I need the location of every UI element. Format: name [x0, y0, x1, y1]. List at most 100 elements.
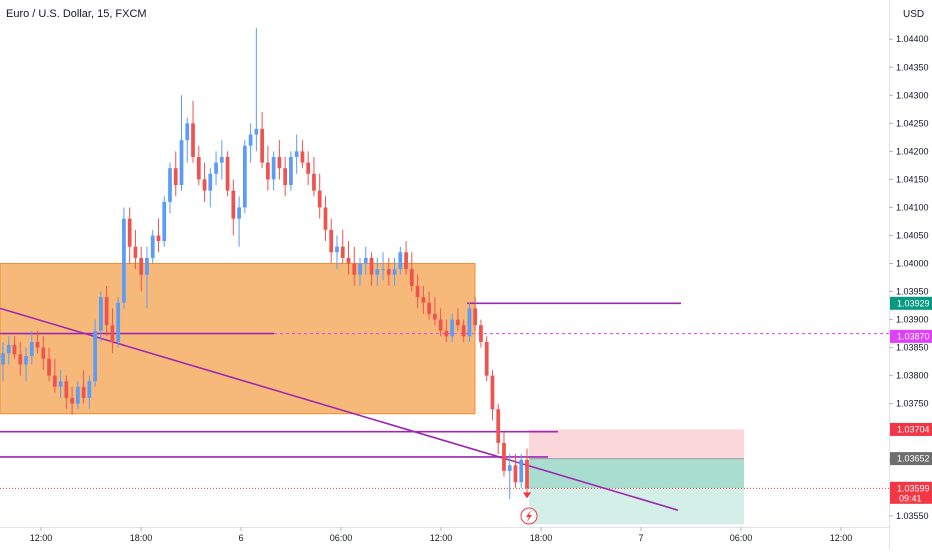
candle-body: [317, 190, 322, 208]
candle-body: [502, 442, 506, 471]
candle-body: [266, 162, 270, 180]
candle-body: [173, 168, 178, 186]
candle-body: [116, 302, 121, 342]
candle-body: [254, 128, 259, 135]
candle-body: [168, 168, 172, 202]
candle-body: [156, 235, 161, 242]
candle-body: [1, 353, 5, 365]
stop-loss-area[interactable]: [529, 429, 744, 459]
candle-body: [271, 156, 276, 180]
candle-body: [507, 465, 512, 471]
price-badge-1.03599[interactable]: [890, 481, 932, 504]
candle-body: [363, 257, 368, 264]
candle-body: [392, 269, 397, 275]
candle-body: [358, 263, 362, 275]
x-tick-label: 06:00: [330, 533, 353, 543]
candle-body: [335, 246, 339, 253]
candle-body: [323, 207, 328, 230]
candle-body: [70, 398, 74, 404]
candle-body: [58, 381, 63, 387]
candle-body: [219, 156, 224, 163]
candle-body: [99, 297, 103, 331]
candle-body: [277, 156, 282, 169]
x-tick-label: 12:00: [30, 533, 53, 543]
candle-body: [225, 156, 230, 191]
candle-body: [150, 235, 155, 258]
candle-body: [248, 134, 253, 146]
y-tick-label: 1.04250: [896, 118, 929, 128]
candle-body: [381, 269, 385, 271]
candle-body: [242, 145, 247, 208]
candle-body: [444, 330, 449, 337]
candle-body: [513, 465, 518, 483]
price-badge-label: 1.03652: [897, 454, 930, 464]
candle-body: [6, 344, 11, 354]
candle-body: [133, 246, 138, 258]
y-tick-label: 1.03950: [896, 287, 929, 297]
price-badge-1.03652[interactable]: [890, 452, 932, 466]
x-tick-label: 7: [638, 533, 643, 543]
candle-body: [139, 257, 144, 275]
y-tick-label: 1.03900: [896, 315, 929, 325]
candle-body: [110, 325, 115, 342]
candle-body: [179, 140, 184, 186]
candle-body: [346, 257, 351, 264]
candle-body: [64, 381, 69, 399]
candle-body: [461, 325, 466, 337]
candle-body: [294, 151, 299, 157]
price-badge-1.03870[interactable]: [890, 329, 932, 343]
candle-body: [490, 375, 495, 410]
y-tick-label: 1.04300: [896, 90, 929, 100]
chart-title: Euro / U.S. Dollar, 15, FXCM: [6, 8, 147, 20]
candle-body: [525, 459, 529, 489]
candle-body: [484, 341, 489, 376]
y-tick-label: 1.03800: [896, 371, 929, 381]
candle-body: [208, 173, 213, 191]
y-tick-label: 1.03750: [896, 399, 929, 409]
y-tick-label: 1.04150: [896, 174, 929, 184]
y-tick-label: 1.03550: [896, 511, 929, 521]
candle-body: [191, 123, 195, 157]
candle-body: [496, 409, 501, 443]
candle-body: [352, 263, 357, 275]
candle-body: [185, 123, 190, 141]
candle-body: [145, 257, 149, 275]
candle-body: [87, 381, 92, 399]
candle-body: [196, 156, 201, 180]
lightning-glyph-icon: [526, 510, 532, 522]
price-badge-1.03929[interactable]: [890, 296, 932, 310]
candle-body: [47, 358, 51, 376]
candle-body: [283, 168, 288, 186]
y-tick-label: 1.04400: [896, 34, 929, 44]
candle-body: [432, 313, 437, 320]
candle-body: [81, 386, 86, 399]
candle-body: [473, 308, 478, 326]
support-zone[interactable]: [0, 263, 476, 415]
candle-body: [214, 162, 218, 174]
candle-body: [202, 179, 207, 191]
price-badge-1.03704[interactable]: [890, 422, 932, 436]
y-tick-label: 1.04200: [896, 146, 929, 156]
y-tick-label: 1.04350: [896, 62, 929, 72]
candle-body: [427, 302, 431, 314]
price-badge-label: 1.03704: [897, 424, 930, 434]
x-tick-label: 06:00: [730, 533, 753, 543]
candle-body: [421, 297, 426, 303]
x-tick-label: 18:00: [130, 533, 153, 543]
candle-body: [231, 190, 236, 219]
candle-body: [438, 319, 443, 331]
x-tick-label: 12:00: [430, 533, 453, 543]
x-tick-label: 12:00: [830, 533, 853, 543]
candle-body: [35, 341, 40, 348]
price-badge-label: 1.03929: [897, 298, 930, 308]
target-area-filled[interactable]: [529, 458, 744, 489]
settings-corner[interactable]: [890, 528, 932, 550]
candle-body: [479, 325, 483, 342]
currency-label[interactable]: USD: [903, 9, 925, 20]
candle-body: [312, 173, 316, 191]
target-area[interactable]: [529, 488, 744, 525]
candle-body: [52, 375, 57, 387]
candle-body: [122, 218, 126, 303]
